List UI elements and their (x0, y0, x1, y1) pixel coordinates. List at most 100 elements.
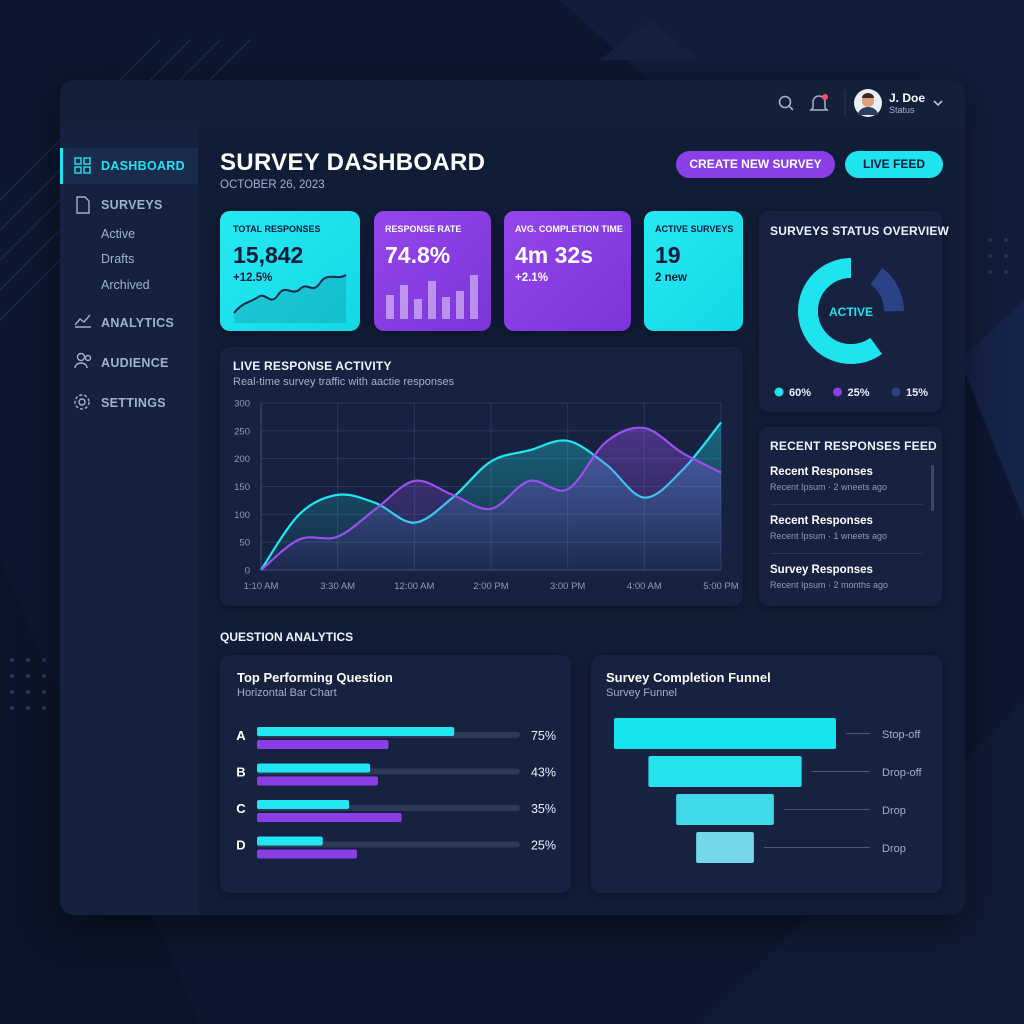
kpi-label: TOTAL RESPONSES (233, 224, 321, 234)
stage-label: Drop (882, 843, 906, 855)
funnel-stage (676, 794, 774, 825)
category-label: A (236, 728, 246, 743)
notification-dot (822, 94, 828, 100)
x-tick-label: 3:00 PM (550, 581, 585, 592)
header-icons (778, 89, 943, 117)
active-nav-bg (60, 148, 198, 184)
bar-value-label: 75% (531, 729, 556, 743)
feed-card (759, 427, 942, 606)
x-tick-label: 1:10 AM (244, 581, 279, 592)
donut-center-label: ACTIVE (829, 305, 873, 319)
kpi-change: +12.5% (233, 272, 273, 284)
y-tick-label: 150 (234, 482, 250, 493)
user-name: J. Doe (889, 91, 926, 105)
card-title: Survey Completion Funnel (606, 670, 771, 685)
bar-value-label: 43% (531, 766, 556, 780)
kpi-card (220, 211, 360, 331)
x-tick-label: 5:00 PM (703, 581, 738, 592)
divider (770, 553, 923, 554)
legend-dot (833, 387, 842, 397)
bar (257, 800, 350, 809)
card-title: RECENT RESPONSES FEED (770, 439, 937, 453)
donut-segment (798, 258, 904, 364)
kpi-change: +2.1% (515, 272, 548, 284)
legend-label: 15% (906, 387, 928, 399)
page-date: OCTOBER 26, 2023 (220, 179, 325, 191)
y-tick-label: 0 (245, 566, 250, 577)
active-nav-indicator (60, 148, 63, 184)
card-subtitle: Survey Funnel (606, 687, 677, 699)
bar (257, 776, 378, 786)
y-tick-label: 200 (234, 454, 250, 465)
feed-item-meta: Recent Ipsum · 2 months ago (770, 580, 889, 590)
nav-item[interactable]: DASHBOARD (101, 159, 185, 173)
x-tick-label: 12:00 AM (394, 581, 434, 592)
donut-segment (798, 258, 904, 364)
kpi-decorations (233, 274, 478, 323)
y-tick-label: 300 (234, 399, 250, 410)
bar (257, 836, 323, 846)
kpi-label: AVG. COMPLETION TIME (515, 224, 623, 234)
funnel-stage (614, 718, 836, 749)
nav-item[interactable]: AUDIENCE (101, 356, 169, 370)
notifications-icon[interactable] (809, 95, 829, 111)
bar-value-label: 35% (531, 802, 556, 816)
kpi-change: 2 new (655, 272, 687, 284)
kpi-label: ACTIVE SURVEYS (655, 224, 734, 234)
line (260, 426, 722, 571)
bar (257, 763, 371, 773)
bar (257, 727, 455, 736)
category-label: C (236, 801, 246, 816)
scrollbar[interactable] (931, 465, 934, 511)
kpi-value: 4m 32s (515, 242, 594, 268)
search-icon[interactable] (778, 95, 792, 109)
legend-label: 60% (789, 387, 811, 399)
y-tick-label: 250 (234, 426, 250, 437)
feed-item-title[interactable]: Survey Responses (770, 564, 873, 576)
user-menu-chevron[interactable] (933, 100, 943, 107)
section-title: QUESTION ANALYTICS (220, 630, 354, 644)
nav-item[interactable]: ANALYTICS (101, 316, 175, 330)
bar (257, 740, 389, 749)
card-title: Top Performing Question (237, 670, 393, 685)
stage-label: Drop (882, 805, 906, 817)
nav-item[interactable]: SETTINGS (101, 396, 166, 410)
feed-item-title[interactable]: Recent Responses (770, 515, 873, 527)
page-title: SURVEY DASHBOARD (220, 149, 486, 176)
kpi-card (504, 211, 631, 331)
legend-dot (774, 387, 784, 397)
kpi-card (644, 211, 743, 331)
x-tick-label: 2:00 PM (473, 581, 508, 592)
kpi-value: 15,842 (233, 242, 304, 268)
y-tick-label: 50 (239, 538, 250, 549)
nav-subitem[interactable]: Active (101, 227, 136, 241)
feed-item-meta: Recent Ipsum · 2 wneets ago (770, 482, 888, 492)
category-label: B (236, 765, 245, 780)
x-tick-label: 3:30 AM (320, 581, 355, 592)
kpi-card (374, 211, 491, 331)
nav-icons (74, 157, 92, 410)
bar (257, 849, 357, 859)
kpi-label: RESPONSE RATE (385, 224, 462, 234)
sidebar (60, 127, 198, 915)
nav-subitem[interactable]: Drafts (101, 252, 135, 266)
donut-hole (818, 278, 884, 344)
divider (770, 504, 923, 505)
live-feed-button[interactable]: LIVE FEED (845, 151, 943, 178)
category-label: D (236, 838, 245, 853)
bar (257, 813, 402, 822)
funnel-stage (696, 832, 754, 863)
area (261, 427, 721, 570)
create-survey-button[interactable]: CREATE NEW SURVEY (676, 151, 835, 178)
feed-item-title[interactable]: Recent Responses (770, 466, 873, 478)
top-bar (60, 80, 965, 127)
nav-subitem[interactable]: Archived (101, 278, 150, 292)
kpi-value: 74.8% (385, 242, 451, 268)
user-status: Status (889, 105, 915, 115)
card-title: LIVE RESPONSE ACTIVITY (233, 359, 392, 373)
bar-value-label: 25% (531, 839, 556, 853)
x-tick-label: 4:00 AM (627, 581, 662, 592)
nav-item[interactable]: SURVEYS (101, 198, 163, 212)
